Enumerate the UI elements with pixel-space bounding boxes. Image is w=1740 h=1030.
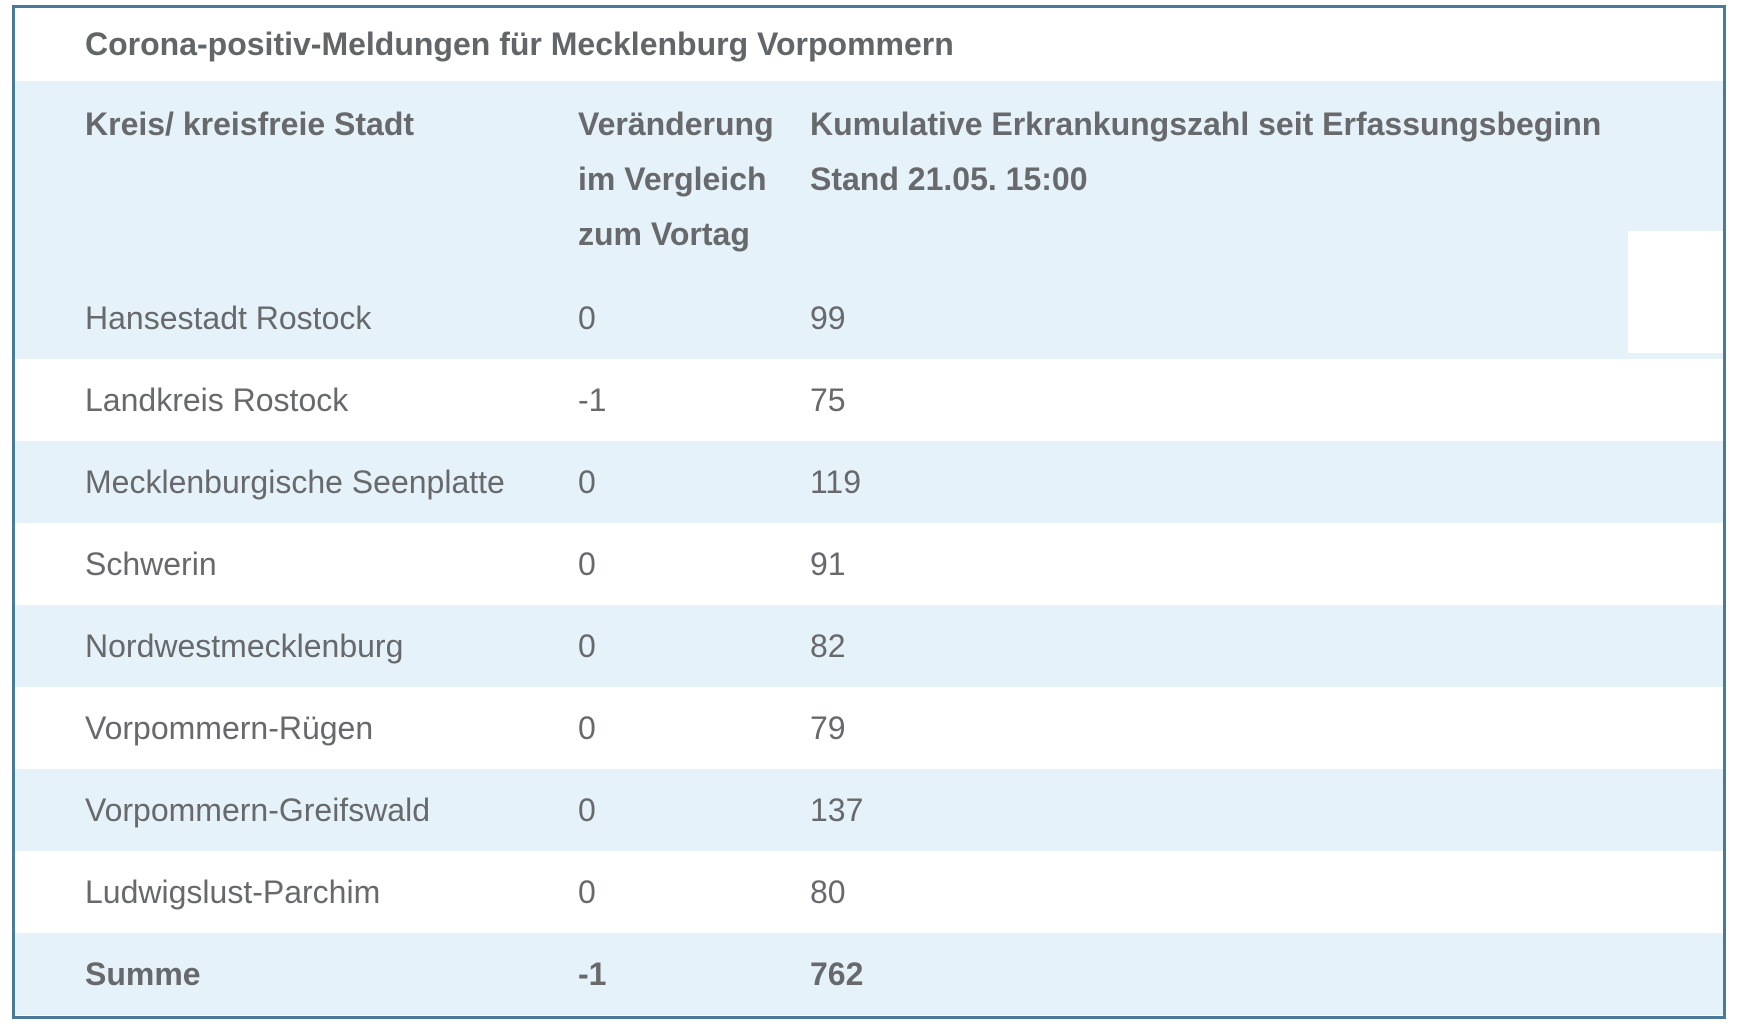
table-row: Schwerin 0 91 — [15, 523, 1723, 605]
cell-kumulativ: 82 — [810, 627, 846, 664]
cell-kumulativ: 80 — [810, 873, 846, 910]
header-empty-cell — [1628, 231, 1723, 353]
cell-kumulativ: 119 — [810, 463, 862, 500]
cell-veraenderung: 0 — [578, 545, 596, 582]
table-header-row: Kreis/ kreisfreie Stadt Veränderung im V… — [15, 81, 1723, 353]
cell-kreis: Vorpommern-Greifswald — [85, 791, 430, 828]
table-title: Corona-positiv-Meldungen für Mecklenburg… — [85, 26, 954, 62]
cell-veraenderung: 0 — [578, 627, 596, 664]
table-row: Ludwigslust-Parchim 0 80 — [15, 851, 1723, 933]
cell-veraenderung-summe: -1 — [578, 955, 607, 992]
cell-kreis: Ludwigslust-Parchim — [85, 873, 381, 910]
cell-kumulativ: 137 — [810, 791, 864, 828]
cell-kumulativ: 99 — [810, 299, 846, 336]
table-summary-row: Summe -1 762 — [15, 933, 1723, 1015]
header-kumulativ-line2: Stand 21.05. 15:00 — [810, 161, 1088, 197]
cell-kumulativ: 91 — [810, 545, 846, 582]
table-row: Vorpommern-Rügen 0 79 — [15, 687, 1723, 769]
table-row: Hansestadt Rostock 0 99 — [15, 277, 1723, 359]
cell-kreis: Hansestadt Rostock — [85, 299, 372, 336]
cell-kreis: Landkreis Rostock — [85, 381, 349, 418]
cell-kreis: Schwerin — [85, 545, 217, 582]
cell-kreis: Vorpommern-Rügen — [85, 709, 374, 746]
cell-veraenderung: 0 — [578, 791, 596, 828]
header-kumulativ-line1: Kumulative Erkrankungszahl seit Erfassun… — [810, 106, 1602, 142]
table-row: Nordwestmecklenburg 0 82 — [15, 605, 1723, 687]
header-kumulativ: Kumulative Erkrankungszahl seit Erfassun… — [810, 97, 1723, 207]
cell-veraenderung: 0 — [578, 299, 596, 336]
cell-veraenderung: 0 — [578, 709, 596, 746]
cell-veraenderung: -1 — [578, 381, 607, 418]
table-row: Mecklenburgische Seenplatte 0 119 — [15, 441, 1723, 523]
table-row: Vorpommern-Greifswald 0 137 — [15, 769, 1723, 851]
cell-kumulativ: 79 — [810, 709, 846, 746]
table-row: Landkreis Rostock -1 75 — [15, 359, 1723, 441]
cell-kreis: Mecklenburgische Seenplatte — [85, 463, 505, 500]
cell-kumulativ: 75 — [810, 381, 846, 418]
cell-veraenderung: 0 — [578, 463, 596, 500]
table-title-row: Corona-positiv-Meldungen für Mecklenburg… — [15, 8, 1723, 81]
header-kreis: Kreis/ kreisfreie Stadt — [85, 106, 415, 142]
cell-kumulativ-summe: 762 — [810, 955, 864, 992]
corona-table: Corona-positiv-Meldungen für Mecklenburg… — [12, 5, 1726, 1019]
cell-kreis-summe: Summe — [85, 955, 201, 992]
cell-veraenderung: 0 — [578, 873, 596, 910]
header-veraenderung: Veränderung im Vergleich zum Vortag — [578, 106, 774, 252]
cell-kreis: Nordwestmecklenburg — [85, 627, 404, 664]
